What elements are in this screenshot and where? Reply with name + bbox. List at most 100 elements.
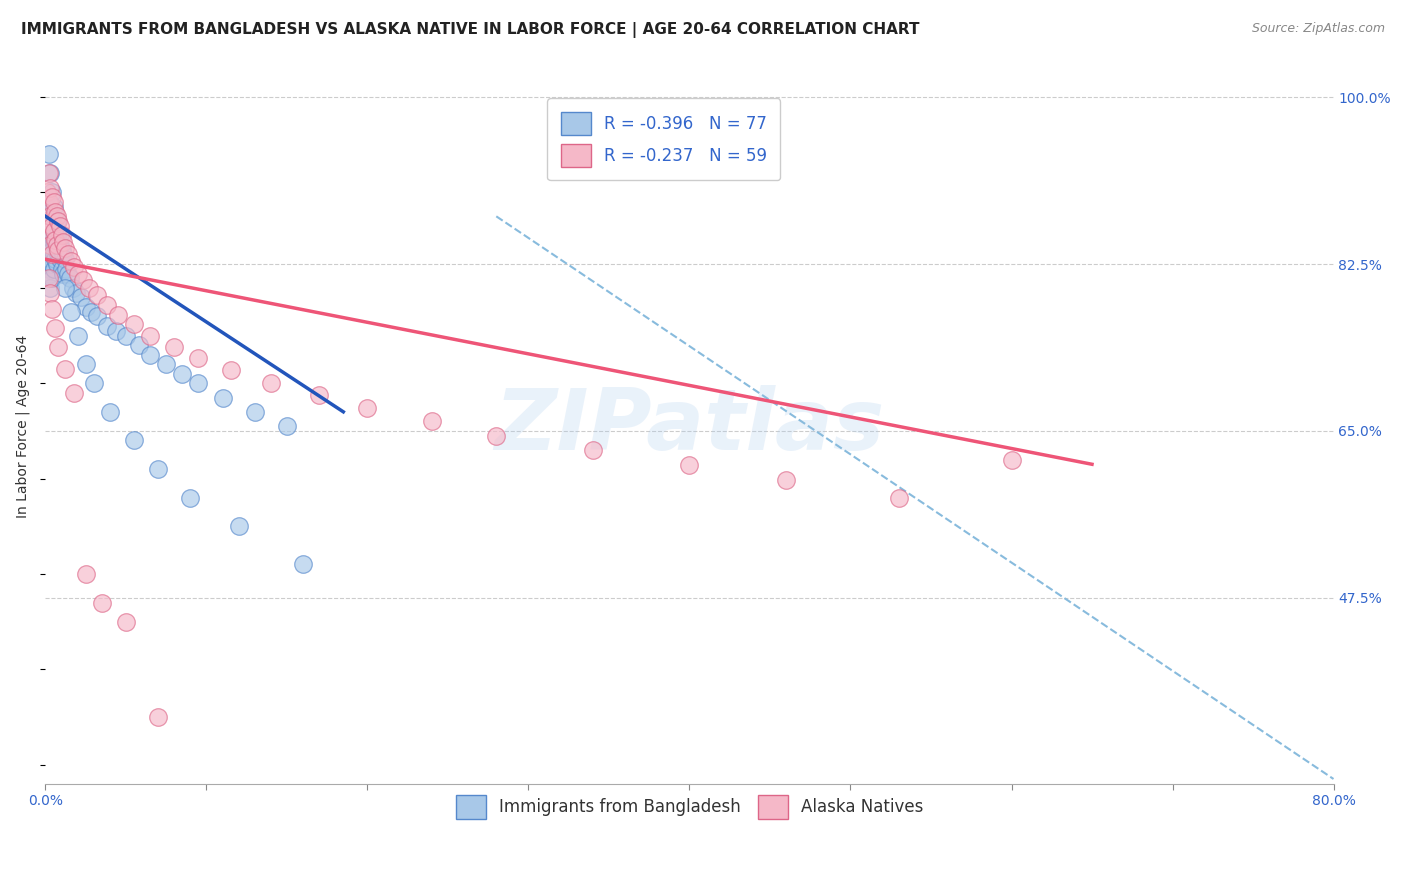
Point [52,247,75,261]
Point [90,596,112,610]
Point [115,328,138,343]
Text: ZIPatlas: ZIPatlas [495,384,884,467]
Point [38,252,60,267]
Point [66,267,89,281]
Point [44,238,66,252]
Point [66,328,89,343]
Point [75,300,97,314]
Point [44,204,66,219]
Point [39,238,62,252]
Point [65,285,87,300]
Point [42,200,65,214]
Point [42,219,65,233]
Point [122,317,145,331]
Point [148,462,170,476]
Point [122,434,145,448]
Point [243,405,266,419]
Point [79,304,101,318]
Point [38,261,60,276]
Point [678,458,700,473]
Point [45,228,67,243]
Point [308,387,330,401]
Point [139,348,162,362]
Point [41,257,63,271]
Point [219,363,242,377]
Point [53,281,76,295]
Point [187,376,209,391]
Point [48,243,70,257]
Point [53,362,76,376]
Point [35,186,58,200]
Point [56,267,79,281]
Point [44,321,66,335]
Point [86,310,108,324]
Point [139,328,162,343]
Point [105,324,128,338]
Point [48,214,70,228]
Point [356,401,378,415]
Point [49,219,72,233]
Point [39,267,62,281]
Point [35,228,58,243]
Point [39,224,62,238]
Point [41,271,63,285]
Point [41,243,63,257]
Point [41,214,63,228]
Point [39,210,62,224]
Point [179,491,201,505]
Point [48,233,70,247]
Point [75,357,97,371]
Point [211,391,233,405]
Point [163,340,186,354]
Point [187,351,209,366]
Point [53,252,76,267]
Point [75,566,97,581]
Point [260,376,283,391]
Point [41,186,63,200]
Point [38,166,60,180]
Point [38,214,60,228]
Point [38,147,60,161]
Point [51,243,73,257]
Text: IMMIGRANTS FROM BANGLADESH VS ALASKA NATIVE IN LABOR FORCE | AGE 20-64 CORRELATI: IMMIGRANTS FROM BANGLADESH VS ALASKA NAT… [21,22,920,38]
Point [53,241,76,255]
Point [45,238,67,252]
Point [41,190,63,204]
Point [155,357,177,371]
Point [56,247,79,261]
Point [72,273,94,287]
Point [42,247,65,261]
Point [63,260,86,274]
Point [42,261,65,276]
Point [1000,452,1022,467]
Point [39,281,62,295]
Y-axis label: In Labor Force | Age 20-64: In Labor Force | Age 20-64 [15,334,30,517]
Point [48,340,70,354]
Point [49,228,72,243]
Point [42,194,65,209]
Point [38,243,60,257]
Point [41,219,63,233]
Point [39,166,62,180]
Point [70,290,93,304]
Point [107,308,129,322]
Point [51,261,73,276]
Text: Source: ZipAtlas.com: Source: ZipAtlas.com [1251,22,1385,36]
Point [45,214,67,228]
Point [41,301,63,316]
Point [45,210,67,224]
Point [775,474,797,488]
Point [420,414,443,428]
Point [38,224,60,238]
Point [48,247,70,261]
Point [41,247,63,261]
Point [38,194,60,209]
Point [35,238,58,252]
Point [44,233,66,247]
Point [39,180,62,194]
Point [49,252,72,267]
Point [35,214,58,228]
Point [39,204,62,219]
Point [115,615,138,629]
Point [41,228,63,243]
